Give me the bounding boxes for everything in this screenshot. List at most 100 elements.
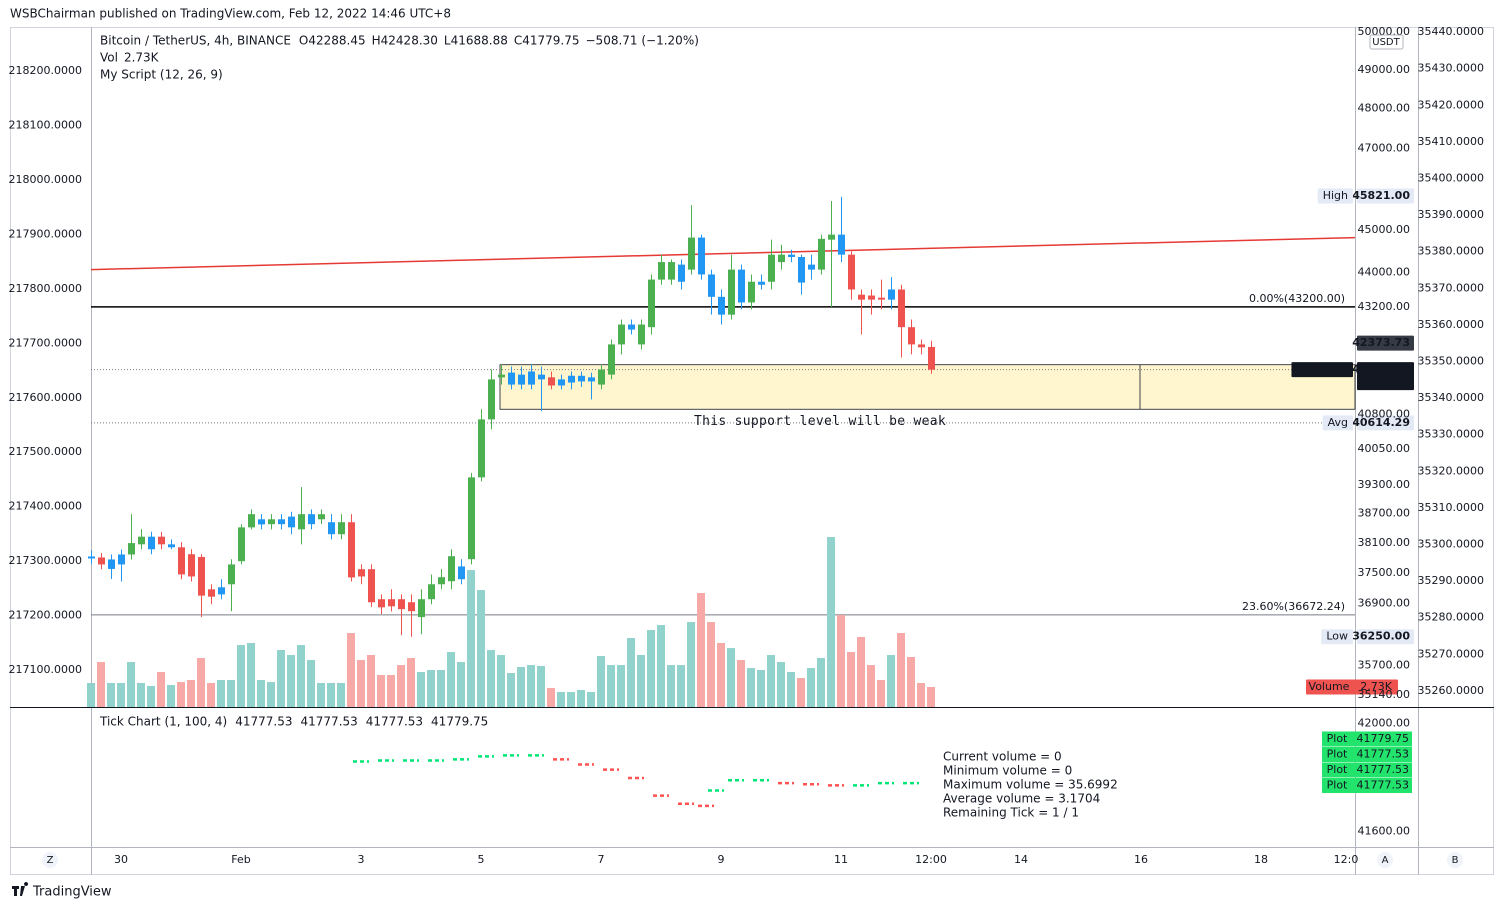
candle-body [778, 254, 785, 263]
candle-body [648, 279, 655, 328]
volume-bar [347, 633, 355, 707]
price-tick-label: 47000.00 [1358, 141, 1411, 154]
scale-button[interactable] [42, 852, 58, 868]
candle-body [798, 256, 805, 283]
candle-body [278, 519, 285, 525]
right-tick-label: 35430.0000 [1418, 62, 1484, 75]
candle-body [148, 536, 155, 550]
tick-legend-value: 41777.53 [366, 715, 423, 729]
candle-body [228, 564, 235, 585]
candle-body [418, 599, 425, 618]
frame [10, 27, 1494, 875]
price-label-value: 41779.75 [1352, 363, 1410, 376]
candle-body [298, 514, 305, 530]
volume-layer [87, 537, 935, 707]
candle-body [668, 262, 675, 280]
candle-body [868, 295, 875, 300]
volume-bar [537, 665, 545, 707]
support-zone-label: This support level will be weak [694, 414, 946, 429]
candle-body [718, 296, 725, 315]
candle-body [828, 234, 835, 240]
left-tick-label: 218200.0000 [9, 64, 82, 77]
price-label-box [1357, 335, 1414, 351]
tick-info: Minimum volume = 0 [943, 764, 1072, 778]
candle-body [748, 281, 755, 303]
price-label-value: 40614.29 [1352, 416, 1410, 429]
volume-bar [427, 670, 435, 707]
candle-body [268, 519, 275, 525]
right-tick-label: 35350.0000 [1418, 355, 1484, 368]
price-label-name-box [1317, 188, 1353, 204]
price-tick-label: 35140.00 [1358, 688, 1411, 701]
time-tick-label: 7 [598, 853, 605, 866]
scale-button-label: A [1382, 855, 1389, 866]
candle-body [158, 536, 165, 545]
left-tick-label: 217600.0000 [9, 391, 82, 404]
candle-body [438, 577, 445, 585]
candle-body [188, 554, 195, 577]
time-tick-label: 12:00 [915, 853, 947, 866]
plot-label-box [1322, 731, 1412, 747]
time-tick-label: 9 [718, 853, 725, 866]
volume-bar [747, 668, 755, 707]
candle-body [398, 599, 405, 610]
volume-bar [117, 682, 125, 707]
candle-body [678, 264, 685, 282]
volume-bar [327, 682, 335, 707]
price-label-value: 45821.00 [1352, 189, 1410, 202]
volume-bar [857, 636, 865, 707]
volume-bar [237, 645, 245, 707]
candle-body [928, 346, 935, 370]
overlay-layer: This support level will be weak 45821.00 H… [694, 188, 1414, 695]
left-tick-label: 218100.0000 [9, 119, 82, 132]
right-tick-label: 35440.0000 [1418, 25, 1484, 38]
candle-body [218, 587, 225, 595]
candle-body [618, 324, 625, 345]
candle-body [518, 374, 525, 385]
candle-body [238, 527, 245, 562]
scale-button[interactable] [1447, 852, 1463, 868]
plot-label-box [1322, 747, 1412, 762]
left-tick-label: 217300.0000 [9, 554, 82, 567]
brand-logo [12, 882, 29, 896]
candle-body [308, 514, 315, 525]
volume-bar [717, 642, 725, 707]
volume-label-value: 2.73K [1360, 680, 1392, 693]
price-tick-label: 35700.00 [1358, 658, 1411, 671]
volume-bar [187, 679, 195, 707]
price-tick-label: 40800.00 [1358, 407, 1411, 420]
time-tick-label: 3 [358, 853, 365, 866]
volume-bar [107, 682, 115, 707]
candle-body [858, 294, 865, 300]
candle-body [138, 536, 145, 545]
volume-bar [487, 650, 495, 707]
tick-chart-title: Tick Chart (1, 100, 4) [99, 715, 227, 729]
scale-button[interactable] [1377, 852, 1393, 868]
scale-button-label: B [1452, 855, 1459, 866]
tick-legend-value: 41777.53 [301, 715, 358, 729]
price-tick-label: 49000.00 [1358, 63, 1411, 76]
right-tick-label: 35400.0000 [1418, 172, 1484, 185]
volume-bar [397, 665, 405, 707]
candle-body [478, 419, 485, 478]
right-tick-label: 35410.0000 [1418, 135, 1484, 148]
plot-label-box [1322, 778, 1412, 793]
left-tick-label: 218000.0000 [9, 173, 82, 186]
tick-info: Remaining Tick = 1 / 1 [943, 806, 1079, 820]
candle-body [898, 289, 905, 328]
volume-bar [607, 665, 615, 707]
currency: USDT [1372, 37, 1400, 48]
candle-body [728, 269, 735, 315]
price-label-box [1357, 415, 1414, 431]
volume-bar [217, 679, 225, 707]
trend-line [90, 236, 1356, 271]
volume-bar [577, 690, 585, 707]
volume-bar [497, 654, 505, 707]
volume-bar [317, 682, 325, 707]
ohlc-legend-value: O42288.45 [299, 34, 366, 48]
candle-body [608, 344, 615, 375]
candle-body [318, 514, 325, 520]
volume-bar [757, 670, 765, 707]
volume-bar [197, 657, 205, 707]
volume-bar [337, 682, 345, 707]
